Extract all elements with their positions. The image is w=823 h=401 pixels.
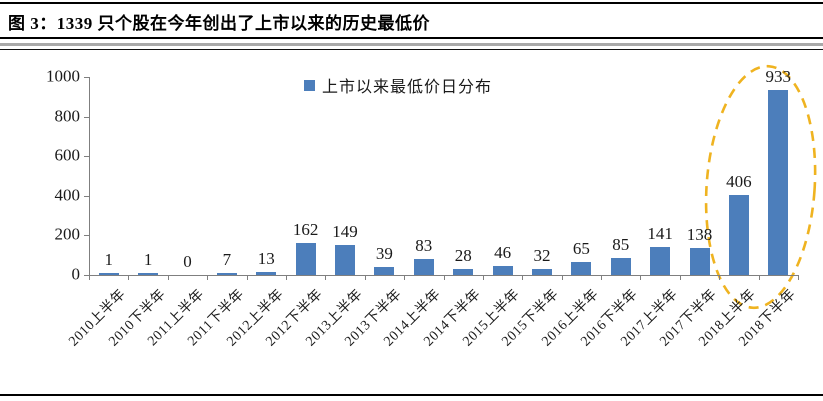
bar-value-label: 141 <box>647 224 673 244</box>
x-tick-mark <box>325 275 327 280</box>
y-tick-label: 400 <box>54 185 81 205</box>
bar-value-label: 46 <box>494 242 512 262</box>
bar <box>689 247 710 275</box>
bar <box>492 265 513 275</box>
bottom-border-line <box>0 394 823 396</box>
legend-label: 上市以来最低价日分布 <box>322 79 493 96</box>
x-tick-mark <box>128 275 130 280</box>
x-tick-mark <box>404 275 406 280</box>
y-tick-mark <box>84 235 89 237</box>
x-tick-mark <box>601 275 603 280</box>
y-tick-mark <box>84 77 89 78</box>
bar-value-label: 65 <box>572 239 590 259</box>
x-tick-mark <box>679 275 681 280</box>
bar <box>571 262 592 275</box>
x-tick-mark <box>719 275 721 280</box>
bar <box>768 90 789 275</box>
bar-value-label: 83 <box>415 235 433 255</box>
title-bottom-border-line <box>0 37 823 39</box>
bar-value-label: 406 <box>726 171 752 191</box>
chart-legend: 上市以来最低价日分布 <box>304 73 492 97</box>
x-tick-mark <box>522 275 524 280</box>
x-tick-mark <box>285 275 287 280</box>
x-tick-mark <box>443 275 445 280</box>
top-border-line <box>0 2 823 4</box>
bar <box>531 268 552 275</box>
y-tick-mark <box>84 275 89 276</box>
x-tick-mark <box>482 275 484 280</box>
y-tick-label: 1000 <box>46 66 80 86</box>
x-tick-mark <box>167 275 169 280</box>
bar-value-label: 32 <box>533 245 551 265</box>
bar-value-label: 138 <box>686 224 713 244</box>
bar-value-label: 1 <box>104 250 113 269</box>
bar <box>650 247 671 275</box>
bar-value-label: 162 <box>292 219 319 239</box>
x-tick-mark <box>207 275 209 280</box>
y-tick-mark <box>84 156 89 158</box>
divider-thin-line <box>0 49 823 50</box>
bar <box>138 273 159 275</box>
x-tick-mark <box>561 275 563 280</box>
divider-gray-line <box>0 43 823 46</box>
bar-value-label: 7 <box>222 250 232 269</box>
bar-value-label: 149 <box>332 222 358 242</box>
bar <box>413 258 434 275</box>
x-tick-mark <box>640 275 642 280</box>
bar <box>256 272 277 275</box>
y-tick-label: 200 <box>54 224 81 244</box>
bar <box>335 245 356 275</box>
legend-marker-icon <box>304 79 315 91</box>
y-tick-label: 600 <box>54 145 81 165</box>
bar <box>453 269 474 275</box>
y-tick-label: 800 <box>54 106 81 126</box>
y-tick-mark <box>84 116 89 118</box>
bar-value-label: 85 <box>612 235 630 255</box>
x-tick-mark <box>89 275 90 280</box>
x-tick-mark <box>364 275 366 280</box>
bar <box>610 258 631 275</box>
figure-title: 图 3：1339 只个股在今年创出了上市以来的历史最低价 <box>8 14 430 33</box>
bar <box>374 267 395 275</box>
bar <box>728 194 749 275</box>
bar-value-label: 0 <box>183 252 192 271</box>
y-axis-line <box>89 77 90 275</box>
bar <box>295 242 316 275</box>
x-tick-mark <box>246 275 248 280</box>
bar-value-label: 28 <box>454 246 472 266</box>
x-tick-mark <box>798 275 799 280</box>
bar-value-label: 13 <box>257 249 275 269</box>
y-tick-mark <box>84 195 89 197</box>
y-tick-label: 0 <box>71 264 81 284</box>
bar <box>216 273 237 275</box>
bar-value-label: 39 <box>375 244 393 264</box>
bar-value-label: 933 <box>765 67 792 87</box>
x-tick-mark <box>758 275 760 280</box>
bar-value-label: 1 <box>143 250 153 269</box>
bar <box>98 273 119 275</box>
